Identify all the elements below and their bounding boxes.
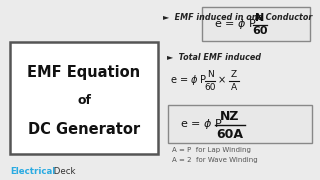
Text: EMF Equation: EMF Equation (28, 65, 140, 80)
Text: A = P  for Lap Winding: A = P for Lap Winding (172, 147, 251, 153)
Text: 60: 60 (252, 26, 268, 36)
Text: A: A (231, 82, 237, 91)
FancyBboxPatch shape (202, 7, 310, 41)
Text: Deck: Deck (51, 168, 76, 177)
Text: Z: Z (231, 70, 237, 79)
Text: 60A: 60A (217, 127, 244, 141)
Text: e = $\phi$ P: e = $\phi$ P (170, 73, 208, 87)
Text: DC Generator: DC Generator (28, 122, 140, 137)
Text: e = $\phi$ P: e = $\phi$ P (214, 17, 257, 31)
Text: e = $\phi$ P: e = $\phi$ P (180, 117, 222, 131)
Text: ×: × (218, 75, 226, 85)
Text: Electrical: Electrical (10, 168, 55, 177)
Text: NZ: NZ (220, 111, 240, 123)
Text: N: N (255, 13, 265, 23)
FancyBboxPatch shape (168, 105, 312, 143)
Text: N: N (207, 70, 213, 79)
Text: ►  EMF induced in one Conductor: ► EMF induced in one Conductor (163, 12, 312, 21)
Text: of: of (77, 94, 91, 107)
Text: A = 2  for Wave Winding: A = 2 for Wave Winding (172, 157, 258, 163)
Text: 60: 60 (204, 82, 216, 91)
FancyBboxPatch shape (10, 42, 158, 154)
Text: ►  Total EMF induced: ► Total EMF induced (167, 53, 261, 62)
